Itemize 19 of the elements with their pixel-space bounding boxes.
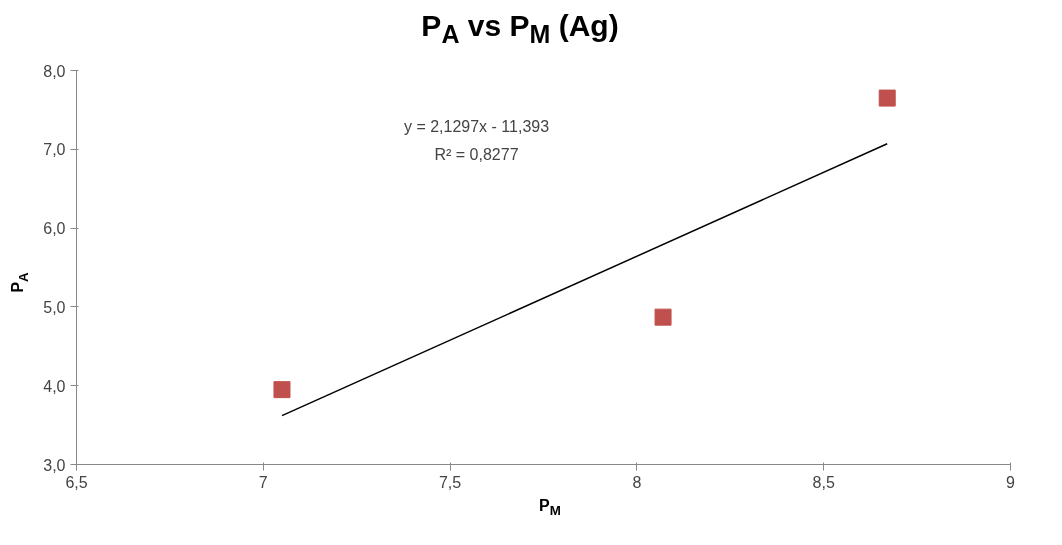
- y-tick-label: 6,0: [43, 220, 66, 238]
- point: [273, 381, 291, 399]
- annotation: R² = 0,8277: [434, 145, 519, 163]
- y-tick-label: 8,0: [43, 62, 66, 80]
- x-tick-label: 7,5: [438, 473, 462, 491]
- x-tick-label: 8,5: [812, 473, 835, 491]
- point: [878, 89, 896, 107]
- x-axis-title: P$_{M}$: [538, 496, 562, 521]
- y-tick-label: 4,0: [43, 377, 66, 395]
- x-tick-label: 7: [258, 473, 268, 491]
- y-tick-label: 7,0: [43, 141, 66, 159]
- chart-title: P$_{A}$ vs P$_{M}$ (Ag): [420, 8, 620, 50]
- y-tick-label: 5,0: [43, 298, 66, 316]
- x-tick-label: 8: [632, 473, 642, 491]
- y-tick-label: 3,0: [43, 456, 66, 474]
- annotation: y = 2,1297x - 11,393: [403, 117, 550, 135]
- point: [654, 308, 672, 326]
- x-tick-label: 6,5: [65, 473, 88, 491]
- x-tick-label: 9: [1006, 473, 1016, 491]
